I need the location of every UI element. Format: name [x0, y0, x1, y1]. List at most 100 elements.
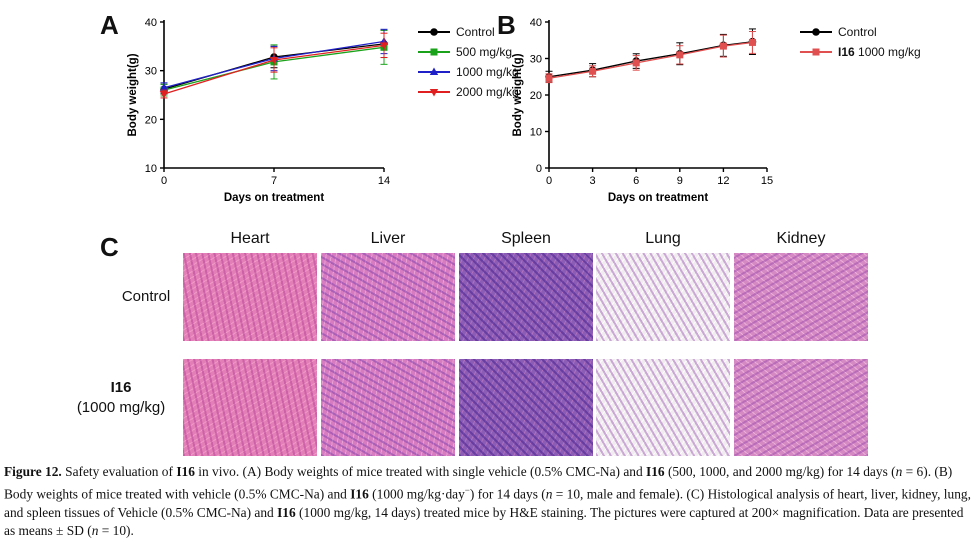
histo-col-liver: Liver [370, 230, 406, 247]
legend-b: Control I16 1000 mg/kg [800, 22, 921, 62]
chart-a-legend-label: Control [456, 25, 495, 39]
chart-b-x-tick-label: 3 [590, 175, 596, 187]
chart-b-y-tick-label: 0 [536, 163, 542, 175]
chart-a-x-tick-label: 7 [271, 175, 277, 187]
chart-b-legend-item: I16 1000 mg/kg [800, 42, 921, 62]
chart-b-y-axis-label: Body weight(g) [512, 53, 524, 136]
chart-b-data-point [748, 38, 756, 46]
legend-dose: 1000 mg/kg [854, 45, 921, 59]
chart-b-y-tick-label: 40 [530, 17, 542, 29]
legend-marker [430, 48, 438, 56]
row-label-i16: I16 (1000 mg/kg) [60, 378, 182, 418]
caption-text: = 6). (B) Body weights of mice treated w… [4, 464, 953, 502]
legend-marker-shape [812, 48, 820, 56]
chart-a-legend-symbol [418, 46, 450, 58]
caption-text: (1000 mg/kg, 14 days) treated mice by H&… [4, 505, 964, 539]
histology-image-lung-control [596, 253, 730, 341]
chart-a-x-tick-label: 14 [378, 175, 390, 187]
chart-b-series-line [548, 41, 753, 79]
legend-marker-shape [430, 28, 438, 36]
histology-image-kidney-control [734, 253, 868, 341]
legend-marker-shape [430, 48, 438, 56]
histo-col-spleen: Spleen [501, 230, 551, 247]
chart-b-legend-symbol [800, 26, 832, 38]
chart-b-x-tick-label: 6 [633, 175, 639, 187]
chart-b-y-tick-label: 10 [530, 127, 542, 139]
chart-a: 10 20 30 40 0 7 14 Days on treatment Body weight… [127, 17, 390, 204]
chart-a-y-tick-label: 10 [145, 163, 157, 175]
legend-marker-shape [812, 28, 820, 36]
chart-b: 0 10 20 30 40 0 3 6 9 12 15 Days on treatment Body w… [512, 17, 773, 204]
chart-a-y-tick-label: 40 [145, 17, 157, 29]
chart-a-data-point [159, 91, 169, 99]
caption-text: Safety evaluation of [61, 464, 177, 479]
chart-a-y-axis-label: Body weight(g) [127, 53, 139, 136]
compound-name: I16 [277, 505, 296, 521]
chart-b-data-point [676, 51, 684, 59]
histo-col-lung: Lung [645, 230, 681, 247]
n-symbol: n [91, 523, 99, 539]
chart-b-legend-symbol [800, 46, 832, 58]
panel-b-letter: B [497, 10, 516, 40]
histology-image-kidney-i16 [734, 359, 868, 456]
legend-marker [812, 48, 820, 56]
chart-b-y-tick-label: 20 [530, 90, 542, 102]
chart-a-legend-item: 500 mg/kg [418, 42, 519, 62]
row-label-i16-dose: (1000 mg/kg) [76, 399, 166, 416]
n-symbol: n [545, 486, 553, 502]
chart-a-x-axis-label: Days on treatment [224, 192, 325, 204]
compound-name: I16 [350, 486, 369, 502]
histo-col-heart: Heart [230, 230, 270, 247]
chart-a-legend-label: 2000 mg/kg [456, 85, 519, 99]
chart-a-data-point [269, 56, 279, 65]
n-symbol: n [895, 464, 903, 479]
histology-image-heart-control [183, 253, 317, 341]
caption-text: ) for 14 days ( [469, 486, 546, 502]
panel-c-letter: C [100, 232, 119, 262]
chart-a-data-point [159, 83, 169, 91]
histology-image-spleen-control [459, 253, 593, 341]
caption-text: in vivo. (A) Body weights of mice treate… [194, 464, 647, 479]
chart-a-legend-item: Control [418, 22, 519, 42]
legend-marker [812, 28, 820, 36]
chart-b-legend-label: Control [838, 25, 877, 39]
chart-b-data-point [589, 67, 597, 75]
chart-a-legend-item: 2000 mg/kg [418, 82, 519, 102]
chart-b-data-point [632, 59, 640, 67]
legend-marker-shape [429, 67, 439, 75]
chart-a-legend-symbol [418, 26, 450, 38]
chart-b-x-tick-label: 0 [546, 175, 552, 187]
histo-col-kidney: Kidney [776, 230, 826, 247]
panel-a-letter: A [100, 10, 119, 40]
histology-image-liver-control [321, 253, 455, 341]
chart-b-y-tick-label: 30 [530, 54, 542, 66]
chart-b-data-point [545, 74, 553, 82]
chart-a-y-tick-label: 30 [145, 66, 157, 78]
chart-a-y-tick-label: 20 [145, 114, 157, 126]
figure-caption: Figure 12. Safety evaluation of I16 in v… [4, 463, 976, 541]
legend-marker [430, 28, 438, 36]
legend-marker [429, 67, 439, 75]
chart-b-x-tick-label: 9 [677, 175, 683, 187]
chart-a-x-tick-label: 0 [161, 175, 167, 187]
caption-text: (500, 1000, and 2000 mg/kg) for 14 days … [664, 464, 896, 479]
caption-text: (1000 mg/kg·day [368, 486, 465, 502]
chart-b-legend-label: I16 1000 mg/kg [838, 45, 921, 59]
figure-label: Figure 12. [4, 464, 62, 479]
histology-image-spleen-i16 [459, 359, 593, 456]
caption-text: = 10, male and female). (C) Histological… [4, 486, 971, 521]
legend-a: Control 500 mg/kg 1000 mg/kg 2000 mg/kg [418, 22, 519, 102]
legend-compound: I16 [838, 45, 855, 59]
chart-b-series-line [548, 41, 753, 78]
chart-a-legend-item: 1000 mg/kg [418, 62, 519, 82]
caption-text: = 10). [98, 523, 134, 539]
chart-a-legend-label: 500 mg/kg [456, 45, 513, 59]
chart-a-legend-label: 1000 mg/kg [456, 65, 519, 79]
chart-b-x-tick-label: 15 [761, 175, 773, 187]
chart-b-data-point [719, 42, 727, 50]
compound-name: I16 [646, 464, 665, 479]
chart-a-legend-symbol [418, 66, 450, 78]
superscript: − [464, 485, 470, 496]
legend-marker [429, 89, 439, 97]
compound-name: I16 [176, 464, 195, 479]
